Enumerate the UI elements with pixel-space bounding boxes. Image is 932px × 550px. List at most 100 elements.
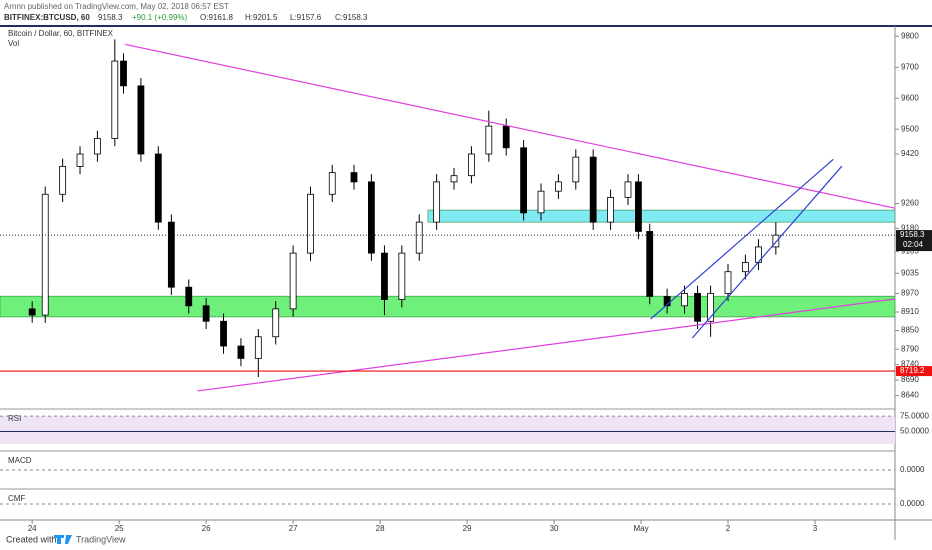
candle-body	[328, 172, 336, 195]
candle-body	[741, 262, 749, 273]
candle-body	[41, 193, 49, 316]
publisher: Arnnn published on TradingView.com, May …	[4, 2, 229, 11]
trend-line	[650, 158, 834, 320]
x-tick-label: 24	[28, 524, 37, 533]
x-tick-label: 28	[376, 524, 385, 533]
candle-body	[120, 60, 127, 87]
candle-body	[724, 271, 732, 294]
candle-body	[607, 196, 614, 223]
y-tick-label: 9500	[901, 124, 919, 133]
x-tick-label: 29	[463, 524, 472, 533]
last: 9158.3	[98, 13, 123, 22]
trend-line	[691, 165, 843, 339]
y-tick-label: 9180	[901, 223, 919, 232]
symbol-line: BITFINEX:BTCUSD, 60 9158.3 +90.1 (+0.99%…	[4, 13, 368, 22]
y-tick-label: 9600	[901, 93, 919, 102]
candle-body	[350, 172, 358, 183]
candle-body	[520, 147, 528, 214]
candle-body	[635, 181, 642, 232]
countdown: 02:04	[903, 240, 924, 249]
y-tick-label: 8640	[901, 391, 919, 400]
candle-body	[307, 193, 314, 254]
logo	[54, 535, 72, 544]
trend-line	[197, 298, 895, 392]
candle-body	[59, 165, 67, 195]
pane-tick-label: 50.0000	[900, 427, 929, 436]
main-pane	[0, 39, 895, 392]
level-label: 8719.2	[900, 366, 925, 375]
pane-tick-label: 0.0000	[900, 465, 925, 474]
pane-title: Bitcoin / Dollar, 60, BITFINEX	[8, 29, 114, 38]
candle-body	[572, 156, 580, 183]
candle-body	[502, 125, 510, 149]
candle-body	[28, 308, 36, 316]
candle-body	[185, 286, 193, 307]
candle-body	[94, 138, 101, 155]
candle-body	[646, 231, 654, 297]
last-price-label: 9158.3	[900, 230, 925, 239]
y-tick-label: 8970	[901, 288, 919, 297]
pane-label: RSI	[8, 414, 21, 423]
candle-body	[433, 181, 441, 223]
candle-body	[589, 156, 597, 223]
open: O:9161.8	[200, 13, 233, 22]
candle-body	[663, 296, 671, 307]
candle-body	[624, 181, 632, 198]
x-tick-label: 25	[115, 524, 124, 533]
y-tick-label: 9800	[901, 31, 919, 40]
candle-body	[681, 292, 688, 307]
y-tick-label: 9105	[901, 247, 919, 256]
pane-tick-label: 75.0000	[900, 411, 929, 420]
candle-body	[137, 85, 145, 155]
zone	[0, 295, 895, 318]
candle-body	[202, 305, 210, 322]
candle-body	[272, 308, 280, 338]
candle-body	[76, 153, 84, 167]
x-tick-label: 3	[813, 524, 818, 533]
x-tick-label: 26	[202, 524, 211, 533]
candle-body	[554, 181, 562, 192]
change: +90.1 (+0.99%)	[132, 13, 187, 22]
footer-brand: TradingView	[76, 534, 126, 544]
candle-body	[111, 60, 119, 139]
pane-label: MACD	[8, 456, 32, 465]
candle-body	[167, 221, 175, 288]
y-tick-label: 9260	[901, 199, 919, 208]
candle-body	[468, 153, 475, 177]
x-tick-label: 30	[550, 524, 559, 533]
y-tick-label: 8690	[901, 375, 919, 384]
y-tick-label: 9420	[901, 149, 919, 158]
candle-body	[220, 320, 227, 347]
candle-body	[415, 221, 423, 254]
rsi-band	[0, 416, 895, 444]
pane-tick-label: 0.0000	[900, 499, 925, 508]
high: H:9201.5	[245, 13, 278, 22]
y-tick-label: 8850	[901, 326, 919, 335]
close: C:9158.3	[335, 13, 368, 22]
candle-body	[289, 252, 297, 310]
zone	[427, 209, 895, 223]
footer-created: Created with	[6, 534, 57, 544]
candle-body	[772, 234, 780, 248]
y-tick-label: 9700	[901, 62, 919, 71]
x-tick-label: May	[633, 524, 648, 533]
y-tick-label: 8740	[901, 360, 919, 369]
candle-body	[537, 190, 545, 214]
y-tick-label: 8910	[901, 307, 919, 316]
pane-label: CMF	[8, 494, 25, 503]
low: L:9157.6	[290, 13, 322, 22]
pane-subtitle: Vol	[8, 39, 19, 48]
candle-body	[367, 181, 375, 254]
candle-body	[694, 292, 701, 322]
candle-body	[381, 252, 388, 300]
candle-body	[707, 292, 715, 322]
candle-body	[154, 153, 162, 223]
y-tick-label: 8790	[901, 344, 919, 353]
candle-body	[398, 252, 406, 300]
last-price-tag	[896, 230, 932, 252]
candle-body	[237, 345, 245, 359]
y-tick-label: 9035	[901, 268, 919, 277]
x-tick-label: 27	[289, 524, 298, 533]
candle-body	[450, 175, 458, 183]
